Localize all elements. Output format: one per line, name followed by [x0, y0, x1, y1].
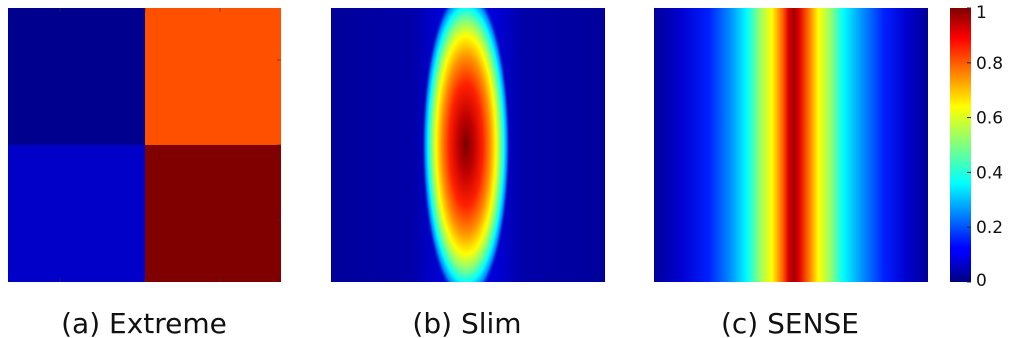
panel-slim [331, 8, 605, 282]
colorbar-tick-label: 0.8 [976, 54, 1003, 74]
slim-peak [422, 8, 510, 282]
colorbar-tick-label: 1 [976, 3, 987, 23]
colorbar-tick-label: 0.6 [976, 109, 1003, 129]
cell-top-right [145, 8, 281, 145]
colorbar-tick-label: 0 [976, 271, 987, 291]
panel-extreme [8, 8, 281, 282]
caption-extreme: (a) Extreme [61, 307, 227, 338]
colorbar-tick-label: 0.2 [976, 218, 1003, 238]
caption-sense: (c) SENSE [721, 307, 859, 338]
cell-bottom-left [8, 145, 145, 282]
caption-slim: (b) Slim [412, 307, 521, 338]
cell-bottom-right [145, 145, 281, 282]
cell-top-left [8, 8, 145, 145]
sense-band [654, 8, 928, 282]
colorbar-gradient [950, 8, 971, 282]
colorbar-tick-label: 0.4 [976, 163, 1003, 183]
colorbar: 0 0.2 0.4 0.6 0.8 1 [950, 3, 1003, 291]
panel-sense [654, 8, 928, 282]
